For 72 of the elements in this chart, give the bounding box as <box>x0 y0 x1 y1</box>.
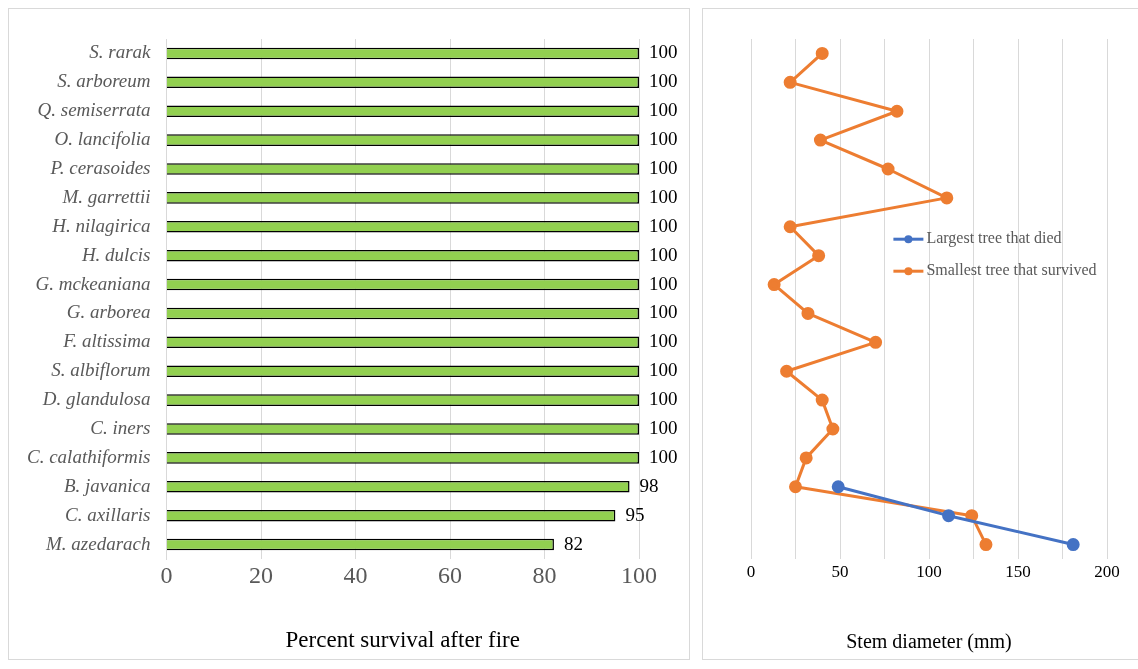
y-tick-label: S. rarak <box>89 41 152 63</box>
point <box>979 538 993 552</box>
x-tick-label: 150 <box>1005 561 1031 581</box>
x-tick-label: 60 <box>438 561 462 588</box>
point <box>965 509 979 523</box>
data-label: 100 <box>649 272 678 294</box>
y-tick-label: Q. semiserrata <box>37 99 151 121</box>
data-label: 100 <box>649 359 678 381</box>
point <box>783 220 797 234</box>
point <box>767 278 781 292</box>
data-label: 100 <box>649 301 678 323</box>
x-tick-label: 50 <box>831 561 849 581</box>
x-tick-label: 100 <box>916 561 942 581</box>
data-label: 100 <box>649 214 678 236</box>
point <box>831 480 845 494</box>
x-tick-label: 0 <box>746 561 756 581</box>
x-tick-label: 20 <box>249 561 274 588</box>
point <box>942 509 956 523</box>
point <box>812 249 826 263</box>
y-tick-label: S. arboreum <box>57 70 151 92</box>
y-tick-label: C. iners <box>90 417 151 438</box>
y-tick-label: P. cerasoides <box>49 157 151 178</box>
point <box>815 46 829 60</box>
x-tick-label: 80 <box>532 561 557 588</box>
data-label: 100 <box>649 416 678 438</box>
point <box>780 364 794 378</box>
legend-label: Smallest tree that survived <box>926 261 1097 279</box>
point <box>783 75 797 89</box>
point <box>815 393 829 407</box>
point <box>813 133 827 147</box>
data-label: 100 <box>649 70 678 92</box>
point <box>801 306 815 320</box>
x-tick-label: 0 <box>160 561 173 588</box>
point <box>1066 538 1080 552</box>
x-tick-label: 100 <box>621 561 657 588</box>
point <box>940 191 954 205</box>
y-tick-label: C. calathiformis <box>26 445 151 467</box>
data-label: 82 <box>563 532 583 554</box>
y-tick-label: H. dulcis <box>80 243 151 265</box>
data-label: 95 <box>625 503 645 525</box>
x-axis-title: Percent survival after fire <box>285 627 520 653</box>
data-label: 100 <box>649 445 678 467</box>
y-tick-label: G. mckeaniana <box>35 272 151 294</box>
y-tick-label: C. axillaris <box>64 503 151 525</box>
x-tick-label: 200 <box>1094 561 1120 581</box>
y-tick-label: D. glandulosa <box>41 388 151 410</box>
y-tick-label: G. arborea <box>66 301 151 323</box>
y-tick-label: H. nilagirica <box>51 214 151 236</box>
point <box>869 335 883 349</box>
y-tick-label: M. garrettii <box>61 185 151 207</box>
data-label: 100 <box>649 156 678 178</box>
y-tick-label: O. lancifolia <box>54 128 151 150</box>
x-tick-label: 40 <box>343 561 368 588</box>
y-tick-label: F. altissima <box>62 330 151 352</box>
y-tick-label: B. javanica <box>63 474 151 496</box>
data-label: 100 <box>649 330 678 352</box>
y-tick-label: S. albiflorum <box>51 359 151 381</box>
legend-label: Largest tree that died <box>926 229 1062 248</box>
data-label: 100 <box>649 41 678 63</box>
data-label: 100 <box>649 185 678 207</box>
y-tick-label: M. azedarach <box>45 532 151 554</box>
data-label: 100 <box>649 243 678 265</box>
point <box>826 422 840 436</box>
point <box>789 480 802 494</box>
x-axis-title: Stem diameter (mm) <box>846 630 1012 654</box>
point <box>890 104 904 118</box>
data-label: 98 <box>639 474 659 496</box>
data-label: 100 <box>649 128 678 150</box>
point <box>799 451 813 465</box>
point <box>881 162 895 176</box>
data-label: 100 <box>649 99 678 121</box>
data-label: 100 <box>649 388 678 410</box>
